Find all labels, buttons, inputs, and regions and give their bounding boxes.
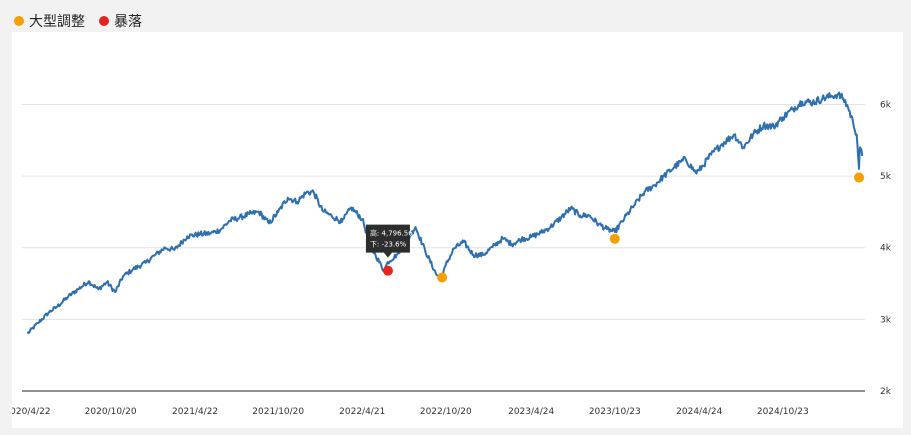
crash-marker[interactable] — [382, 265, 393, 276]
x-tick-label: 2020/10/20 — [85, 407, 137, 417]
x-axis-tick-labels: 2020/4/22 2020/10/20 2021/4/22 2021/10/20 20… — [12, 407, 809, 417]
y-tick-label: 3k — [880, 315, 892, 325]
event-markers — [382, 172, 865, 283]
y-axis-tick-labels: 2k 3k 4k 5k 6k — [880, 100, 892, 397]
x-tick-label: 2024/10/23 — [757, 407, 809, 417]
line-chart[interactable]: 2020/4/22 2020/10/20 2021/4/22 2021/10/20 20… — [12, 32, 903, 428]
x-tick-label: 2024/4/24 — [676, 407, 722, 417]
legend-label-crash: 暴落 — [114, 14, 142, 30]
tooltip-line-1: 高: 4,796.56 — [370, 229, 413, 238]
legend-marker-red-icon — [99, 16, 109, 26]
x-tick-label: 2021/10/20 — [252, 407, 304, 417]
x-tick-label: 2023/10/23 — [589, 407, 641, 417]
y-tick-label: 6k — [880, 100, 892, 110]
large-correction-marker[interactable] — [609, 233, 620, 244]
chart-panel: 2020/4/22 2020/10/20 2021/4/22 2021/10/20 20… — [12, 32, 903, 428]
large-correction-marker[interactable] — [437, 272, 448, 283]
grid-lines — [22, 103, 865, 392]
legend-item-crash[interactable]: 暴落 — [99, 11, 142, 31]
y-tick-label: 5k — [880, 172, 892, 182]
price-series-line[interactable] — [26, 91, 864, 335]
x-tick-label: 2020/4/22 — [12, 407, 51, 417]
x-tick-label: 2022/4/21 — [339, 407, 385, 417]
legend-item-large-correction[interactable]: 大型調整 — [14, 11, 85, 31]
tooltip-box — [365, 224, 410, 258]
legend-marker-orange-icon — [14, 16, 24, 26]
large-correction-marker[interactable] — [854, 172, 865, 183]
y-tick-label: 2k — [880, 387, 892, 397]
y-tick-label: 4k — [880, 244, 892, 254]
chart-legend: 大型調整 暴落 — [14, 10, 142, 32]
tooltip-line-2: 下: -23.6% — [370, 241, 407, 249]
x-tick-label: 2021/4/22 — [172, 407, 218, 417]
x-tick-label: 2022/10/20 — [420, 407, 472, 417]
legend-label-large-correction: 大型調整 — [29, 14, 85, 30]
tooltip: 高: 4,796.56 下: -23.6% — [365, 224, 413, 258]
x-tick-label: 2023/4/24 — [508, 407, 554, 417]
